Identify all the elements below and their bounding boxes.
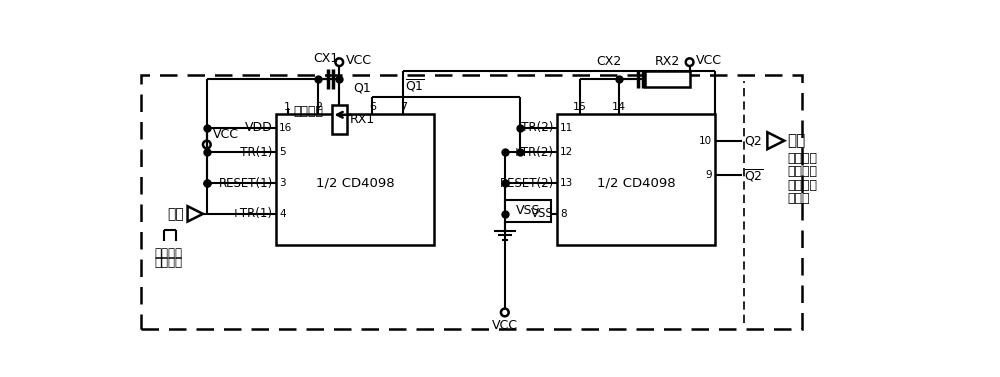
- Text: 发信号: 发信号: [787, 192, 810, 205]
- Text: 射远程触: 射远程触: [787, 179, 817, 192]
- Text: 11: 11: [560, 123, 573, 133]
- Text: +TR(2): +TR(2): [512, 146, 554, 159]
- Text: Q1: Q1: [353, 81, 371, 95]
- Text: 10: 10: [699, 136, 712, 146]
- Text: Q2: Q2: [744, 134, 762, 147]
- Text: $\overline{\rm Q2}$: $\overline{\rm Q2}$: [744, 167, 764, 184]
- Text: 3: 3: [279, 178, 286, 188]
- Text: $\overline{\rm Q1}$: $\overline{\rm Q1}$: [405, 77, 424, 94]
- Text: VDD: VDD: [245, 121, 273, 134]
- Text: 8: 8: [560, 209, 567, 219]
- Text: CX2: CX2: [597, 55, 622, 68]
- Text: 13: 13: [560, 178, 573, 188]
- Text: CX1: CX1: [314, 52, 339, 65]
- Text: RX2: RX2: [655, 55, 680, 68]
- Text: 6: 6: [369, 102, 376, 112]
- Text: 15: 15: [573, 102, 587, 112]
- Text: RESET(1): RESET(1): [219, 176, 273, 190]
- Bar: [645, 71, 690, 87]
- Text: 16: 16: [279, 123, 292, 133]
- Text: VCC: VCC: [492, 319, 518, 332]
- Text: 9: 9: [705, 170, 712, 180]
- Text: RESET(2): RESET(2): [500, 176, 554, 190]
- Text: 1: 1: [284, 102, 291, 112]
- Text: 高功率脉: 高功率脉: [787, 152, 817, 165]
- Text: +TR(1): +TR(1): [231, 207, 273, 221]
- Bar: [141, 75, 802, 329]
- Text: 偏压同步: 偏压同步: [154, 247, 182, 260]
- Bar: [276, 114, 434, 245]
- Text: 1/2 CD4098: 1/2 CD4098: [316, 176, 394, 190]
- Text: 输出: 输出: [787, 133, 806, 148]
- Text: -TR(1): -TR(1): [238, 146, 273, 159]
- Bar: [505, 200, 551, 222]
- Text: 12: 12: [560, 147, 573, 157]
- Text: 输入: 输入: [168, 207, 184, 221]
- Text: -TR(2): -TR(2): [519, 121, 554, 134]
- Text: 相位调节: 相位调节: [293, 105, 323, 118]
- Text: 触发信号: 触发信号: [154, 256, 182, 269]
- Text: 14: 14: [612, 102, 626, 112]
- Text: 7: 7: [400, 102, 407, 112]
- Text: 1/2 CD4098: 1/2 CD4098: [597, 176, 675, 190]
- Bar: [557, 114, 715, 245]
- Text: VSS: VSS: [516, 204, 540, 217]
- Text: VCC: VCC: [345, 54, 371, 67]
- Text: 2: 2: [315, 102, 322, 112]
- Text: 5: 5: [279, 147, 286, 157]
- Text: VCC: VCC: [213, 128, 239, 141]
- Text: 4: 4: [279, 209, 286, 219]
- Text: RX1: RX1: [350, 113, 375, 126]
- Text: VSS: VSS: [531, 207, 554, 221]
- Text: VCC: VCC: [696, 54, 722, 67]
- Bar: [332, 104, 347, 134]
- Text: 冲磁控偖: 冲磁控偖: [787, 165, 817, 178]
